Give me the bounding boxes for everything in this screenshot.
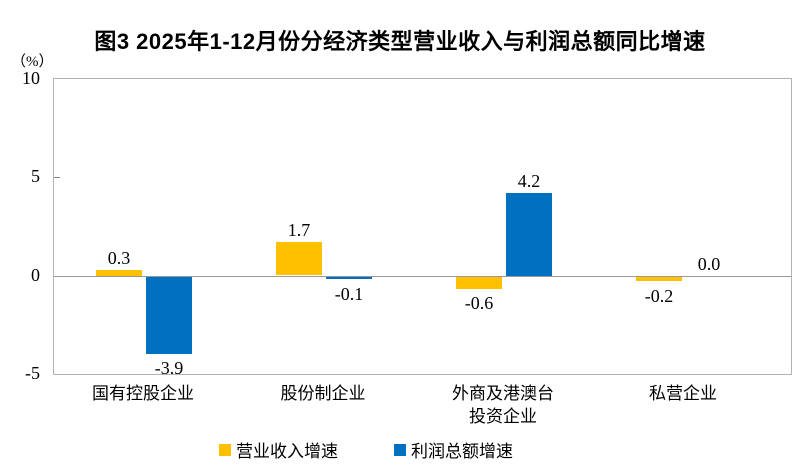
y-tick-label-5: 5 xyxy=(31,166,40,186)
value-label-revenue-0: 0.3 xyxy=(107,248,131,268)
chart-title: 图3 2025年1-12月份分经济类型营业收入与利润总额同比增速 xyxy=(94,29,706,54)
value-label-revenue-3: -0.2 xyxy=(644,286,674,306)
bar-revenue-3 xyxy=(636,277,682,281)
plot-area: 0.3 -3.9 1.7 -0.1 -0.6 4.2 -0.2 0.0 xyxy=(53,78,792,378)
legend-label-profit: 利润总额增速 xyxy=(411,442,513,461)
bar-profit-1 xyxy=(326,277,372,279)
y-tick-label-10: 10 xyxy=(22,68,40,88)
x-axis-category-3: 私营企业 xyxy=(649,384,717,403)
bar-profit-2 xyxy=(506,193,552,276)
bar-revenue-1 xyxy=(276,242,322,275)
x-axis-category-1: 股份制企业 xyxy=(280,384,366,403)
value-label-profit-3: 0.0 xyxy=(697,254,721,274)
x-axis-labels: 国有控股企业 股份制企业 外商及港澳台 投资企业 私营企业 xyxy=(0,382,800,434)
legend-item-revenue: 营业收入增速 xyxy=(219,437,338,462)
y-axis-unit-label: （%） xyxy=(11,54,54,70)
legend-swatch-profit-icon xyxy=(394,443,406,456)
x-axis-category-2: 外商及港澳台 投资企业 xyxy=(452,384,554,426)
bar-revenue-0 xyxy=(96,270,142,276)
zero-gridline xyxy=(54,276,791,277)
legend: 营业收入增速 利润总额增速 xyxy=(0,437,766,462)
y-axis: 10 5 0 -5 xyxy=(0,0,40,464)
value-label-revenue-2: -0.6 xyxy=(464,293,494,313)
value-label-profit-2: 4.2 xyxy=(517,171,541,191)
value-label-profit-0: -3.9 xyxy=(154,358,184,378)
bar-profit-0 xyxy=(146,277,192,354)
x-axis-category-0: 国有控股企业 xyxy=(92,384,194,403)
value-label-profit-1: -0.1 xyxy=(334,284,364,304)
y-tick-label-0: 0 xyxy=(31,265,40,285)
y-axis-tick-mark-5 xyxy=(54,177,60,178)
legend-label-revenue: 营业收入增速 xyxy=(236,442,338,461)
y-tick-label-neg5: -5 xyxy=(25,363,40,383)
bar-revenue-2 xyxy=(456,277,502,289)
legend-item-profit: 利润总额增速 xyxy=(394,437,513,462)
value-label-revenue-1: 1.7 xyxy=(287,220,311,240)
legend-swatch-revenue-icon xyxy=(219,443,231,456)
